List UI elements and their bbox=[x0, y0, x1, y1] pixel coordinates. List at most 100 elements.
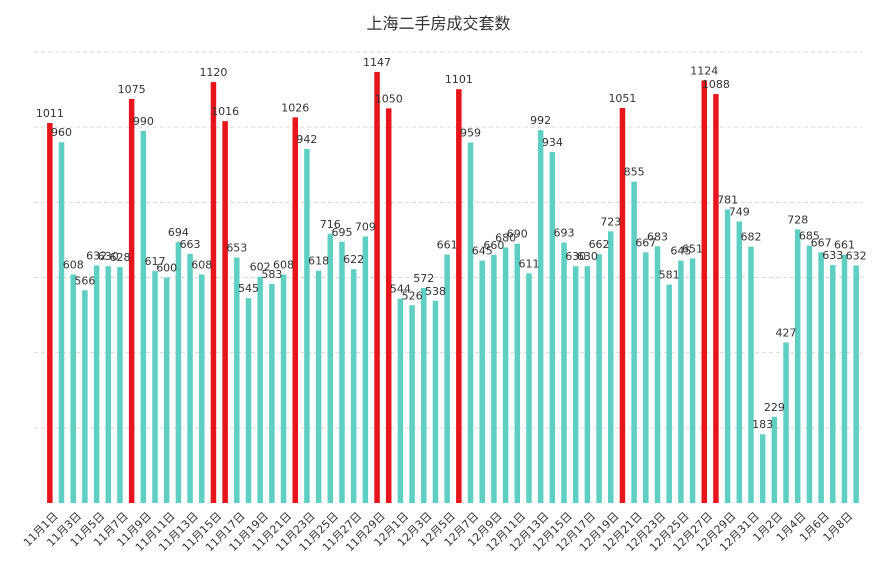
data-label: 1101 bbox=[445, 73, 473, 86]
bar bbox=[397, 298, 404, 503]
bar bbox=[280, 274, 287, 503]
data-label: 661 bbox=[834, 239, 855, 252]
bar bbox=[549, 151, 556, 503]
data-label: 630 bbox=[98, 250, 119, 263]
data-label: 1147 bbox=[363, 56, 391, 69]
data-label: 685 bbox=[799, 230, 820, 243]
data-label: 608 bbox=[63, 258, 84, 271]
data-label: 645 bbox=[670, 245, 691, 258]
bar bbox=[210, 82, 217, 504]
data-label: 680 bbox=[495, 231, 516, 244]
data-label: 1026 bbox=[281, 101, 309, 114]
data-label: 1120 bbox=[199, 66, 227, 79]
data-label: 663 bbox=[180, 238, 201, 251]
bar bbox=[631, 181, 637, 503]
data-label: 600 bbox=[156, 262, 177, 275]
bar bbox=[128, 98, 135, 504]
data-label: 1051 bbox=[608, 92, 636, 105]
data-label: 781 bbox=[717, 193, 738, 206]
bar bbox=[491, 254, 497, 503]
bar bbox=[269, 283, 275, 503]
bar bbox=[678, 260, 684, 503]
data-label: 855 bbox=[624, 166, 645, 179]
bar bbox=[771, 416, 778, 503]
bar bbox=[257, 276, 263, 503]
bar bbox=[93, 265, 100, 503]
bar bbox=[140, 130, 147, 504]
bar bbox=[806, 245, 813, 503]
data-label: 618 bbox=[308, 255, 329, 268]
bar bbox=[619, 107, 626, 503]
data-label: 667 bbox=[811, 236, 832, 249]
bar bbox=[467, 142, 474, 503]
bar bbox=[444, 254, 450, 503]
data-label: 526 bbox=[402, 289, 423, 302]
data-label: 630 bbox=[565, 250, 586, 263]
data-label: 682 bbox=[740, 231, 761, 244]
data-label: 583 bbox=[261, 268, 282, 281]
data-label: 693 bbox=[554, 227, 575, 240]
data-label: 581 bbox=[659, 269, 680, 282]
bar bbox=[245, 298, 252, 503]
data-label: 611 bbox=[518, 257, 539, 270]
data-label: 229 bbox=[764, 401, 785, 414]
bar bbox=[199, 274, 205, 503]
data-labels: 1011960608566632630628107599061760069466… bbox=[36, 56, 867, 431]
data-label: 959 bbox=[460, 127, 481, 140]
data-label: 723 bbox=[600, 215, 621, 228]
chart-title: 上海二手房成交套数 bbox=[366, 14, 511, 33]
bar bbox=[421, 288, 427, 503]
bar bbox=[783, 342, 789, 503]
bar bbox=[163, 277, 170, 503]
bar bbox=[187, 253, 193, 503]
bar bbox=[479, 260, 485, 503]
bars bbox=[47, 71, 859, 504]
bar bbox=[339, 241, 345, 503]
bar bbox=[175, 242, 182, 503]
data-label: 651 bbox=[682, 242, 703, 255]
bar bbox=[514, 243, 521, 504]
bar bbox=[654, 246, 661, 503]
bar bbox=[502, 247, 509, 503]
bar bbox=[794, 229, 801, 504]
data-label: 749 bbox=[729, 206, 750, 219]
bar bbox=[374, 71, 380, 504]
bar bbox=[701, 80, 707, 504]
data-label: 617 bbox=[145, 255, 166, 268]
bar bbox=[105, 266, 112, 503]
bar bbox=[526, 273, 532, 503]
bar bbox=[561, 242, 567, 504]
data-label: 622 bbox=[343, 253, 364, 266]
bar bbox=[748, 246, 754, 503]
bar bbox=[830, 265, 836, 503]
data-label: 645 bbox=[472, 245, 493, 258]
bar bbox=[432, 300, 439, 503]
data-label: 427 bbox=[776, 327, 797, 340]
data-label: 1088 bbox=[702, 78, 730, 91]
data-label: 630 bbox=[577, 250, 598, 263]
bar bbox=[584, 266, 591, 503]
data-label: 632 bbox=[846, 249, 867, 262]
data-label: 1075 bbox=[118, 83, 146, 96]
bar bbox=[350, 269, 357, 503]
data-label: 960 bbox=[51, 126, 72, 139]
bar bbox=[82, 290, 88, 503]
data-label: 990 bbox=[133, 115, 154, 128]
data-label: 608 bbox=[191, 258, 212, 271]
bar bbox=[596, 254, 602, 503]
bar bbox=[572, 266, 579, 503]
bar bbox=[537, 130, 544, 503]
bar bbox=[713, 94, 719, 504]
data-label: 942 bbox=[296, 133, 317, 146]
bar bbox=[818, 252, 824, 503]
bar bbox=[327, 233, 334, 504]
bar bbox=[47, 123, 53, 503]
bar bbox=[70, 274, 76, 503]
x-tick-labels: 11月1日11月3日11月5日11月7日11月9日11月11日11月13日11月… bbox=[21, 510, 855, 555]
data-label: 716 bbox=[320, 218, 341, 231]
bar bbox=[385, 108, 392, 503]
data-label: 544 bbox=[390, 283, 411, 296]
data-label: 1011 bbox=[36, 107, 64, 120]
data-label: 538 bbox=[425, 285, 446, 298]
data-label: 183 bbox=[752, 418, 773, 431]
